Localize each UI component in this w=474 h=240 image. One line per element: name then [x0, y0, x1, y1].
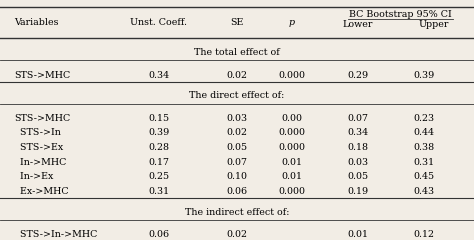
Text: In->MHC: In->MHC	[14, 158, 66, 167]
Text: 0.06: 0.06	[227, 187, 247, 196]
Text: 0.39: 0.39	[148, 128, 169, 138]
Text: 0.01: 0.01	[347, 230, 368, 239]
Text: 0.39: 0.39	[414, 71, 435, 79]
Text: 0.000: 0.000	[278, 187, 305, 196]
Text: 0.38: 0.38	[414, 143, 435, 152]
Text: 0.15: 0.15	[148, 114, 169, 123]
Text: STS->MHC: STS->MHC	[14, 71, 71, 79]
Text: 0.03: 0.03	[347, 158, 368, 167]
Text: 0.000: 0.000	[278, 128, 305, 138]
Text: 0.25: 0.25	[148, 173, 169, 181]
Text: The total effect of: The total effect of	[194, 48, 280, 57]
Text: The indirect effect of:: The indirect effect of:	[185, 208, 289, 217]
Text: p: p	[289, 18, 294, 27]
Text: STS->Ex: STS->Ex	[14, 143, 64, 152]
Text: Lower: Lower	[343, 20, 373, 29]
Text: STS->In: STS->In	[14, 128, 61, 138]
Text: 0.10: 0.10	[227, 173, 247, 181]
Text: 0.02: 0.02	[227, 128, 247, 138]
Text: 0.31: 0.31	[148, 187, 169, 196]
Text: 0.18: 0.18	[347, 143, 368, 152]
Text: STS->MHC: STS->MHC	[14, 114, 71, 123]
Text: 0.34: 0.34	[347, 128, 368, 138]
Text: The direct effect of:: The direct effect of:	[189, 91, 285, 100]
Text: Variables: Variables	[14, 18, 59, 27]
Text: 0.44: 0.44	[414, 128, 435, 138]
Text: 0.19: 0.19	[347, 187, 368, 196]
Text: 0.17: 0.17	[148, 158, 169, 167]
Text: 0.05: 0.05	[347, 173, 368, 181]
Text: 0.45: 0.45	[414, 173, 435, 181]
Text: 0.29: 0.29	[347, 71, 368, 79]
Text: 0.02: 0.02	[227, 230, 247, 239]
Text: SE: SE	[230, 18, 244, 27]
Text: 0.05: 0.05	[227, 143, 247, 152]
Text: 0.28: 0.28	[148, 143, 169, 152]
Text: 0.01: 0.01	[281, 158, 302, 167]
Text: BC Bootstrap 95% CI: BC Bootstrap 95% CI	[349, 10, 452, 19]
Text: 0.12: 0.12	[414, 230, 435, 239]
Text: Upper: Upper	[419, 20, 449, 29]
Text: 0.34: 0.34	[148, 71, 169, 79]
Text: 0.000: 0.000	[278, 71, 305, 79]
Text: In->Ex: In->Ex	[14, 173, 54, 181]
Text: Unst. Coeff.: Unst. Coeff.	[130, 18, 187, 27]
Text: Ex->MHC: Ex->MHC	[14, 187, 69, 196]
Text: 0.07: 0.07	[347, 114, 368, 123]
Text: 0.07: 0.07	[227, 158, 247, 167]
Text: 0.06: 0.06	[148, 230, 169, 239]
Text: 0.23: 0.23	[414, 114, 435, 123]
Text: STS->In->MHC: STS->In->MHC	[14, 230, 98, 239]
Text: 0.03: 0.03	[227, 114, 247, 123]
Text: 0.31: 0.31	[414, 158, 435, 167]
Text: 0.00: 0.00	[281, 114, 302, 123]
Text: 0.43: 0.43	[414, 187, 435, 196]
Text: 0.02: 0.02	[227, 71, 247, 79]
Text: 0.000: 0.000	[278, 143, 305, 152]
Text: 0.01: 0.01	[281, 173, 302, 181]
